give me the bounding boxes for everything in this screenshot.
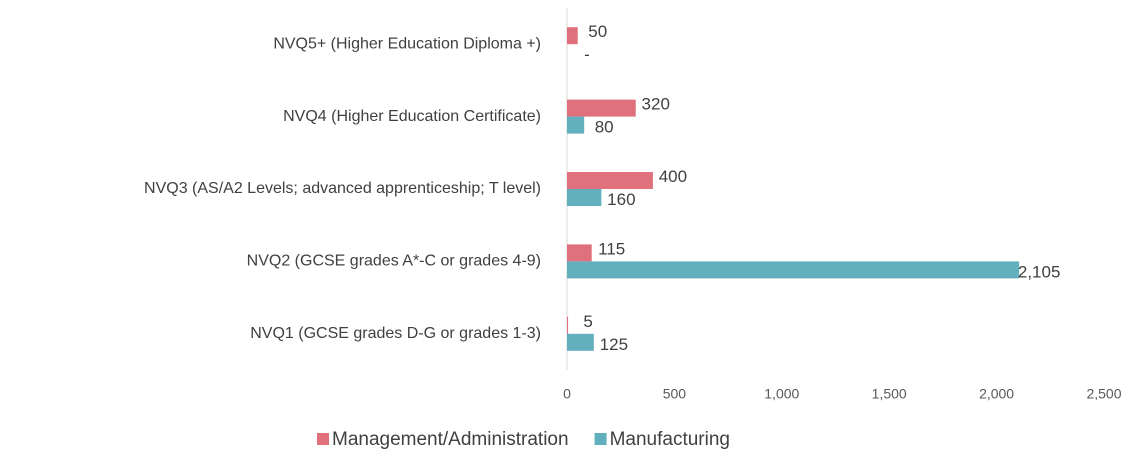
- value-label: 320: [642, 95, 670, 114]
- x-tick-label: 2,000: [979, 386, 1014, 402]
- y-tick-label: NVQ5+ (Higher Education Diploma +): [273, 35, 541, 52]
- legend-swatch: [594, 433, 607, 445]
- bar: [567, 261, 1020, 279]
- value-label: 400: [659, 167, 687, 186]
- bar: [567, 172, 653, 189]
- y-tick-label: NVQ3 (AS/A2 Levels; advanced apprentices…: [144, 180, 541, 197]
- y-tick-label: NVQ2 (GCSE grades A*-C or grades 4-9): [247, 253, 541, 270]
- value-label: -: [584, 45, 590, 64]
- bar: [567, 116, 585, 134]
- bar: [567, 99, 636, 117]
- bar: [567, 244, 592, 262]
- value-label: 80: [595, 118, 614, 137]
- value-label: 160: [607, 190, 635, 209]
- x-tick-label: 2,500: [1086, 386, 1121, 402]
- legend-label: Manufacturing: [610, 429, 730, 450]
- x-tick-label: 500: [663, 386, 687, 402]
- bar: [567, 316, 569, 334]
- value-label: 115: [598, 239, 625, 258]
- legend-swatch: [317, 433, 329, 445]
- value-label: 2,105: [1018, 262, 1061, 281]
- value-label: 125: [600, 335, 628, 354]
- x-tick-label: 1,500: [872, 386, 907, 402]
- bar: [567, 27, 578, 45]
- x-tick-label: 0: [563, 386, 571, 402]
- y-tick-label: NVQ1 (GCSE grades D-G or grades 1-3): [250, 325, 541, 342]
- legend-label: Management/Administration: [332, 429, 569, 450]
- value-label: 50: [588, 22, 607, 41]
- y-tick-label: NVQ4 (Higher Education Certificate): [283, 108, 541, 125]
- bar: [567, 333, 594, 351]
- bar: [567, 189, 602, 206]
- value-label: 5: [583, 312, 592, 331]
- x-tick-label: 1,000: [764, 386, 799, 402]
